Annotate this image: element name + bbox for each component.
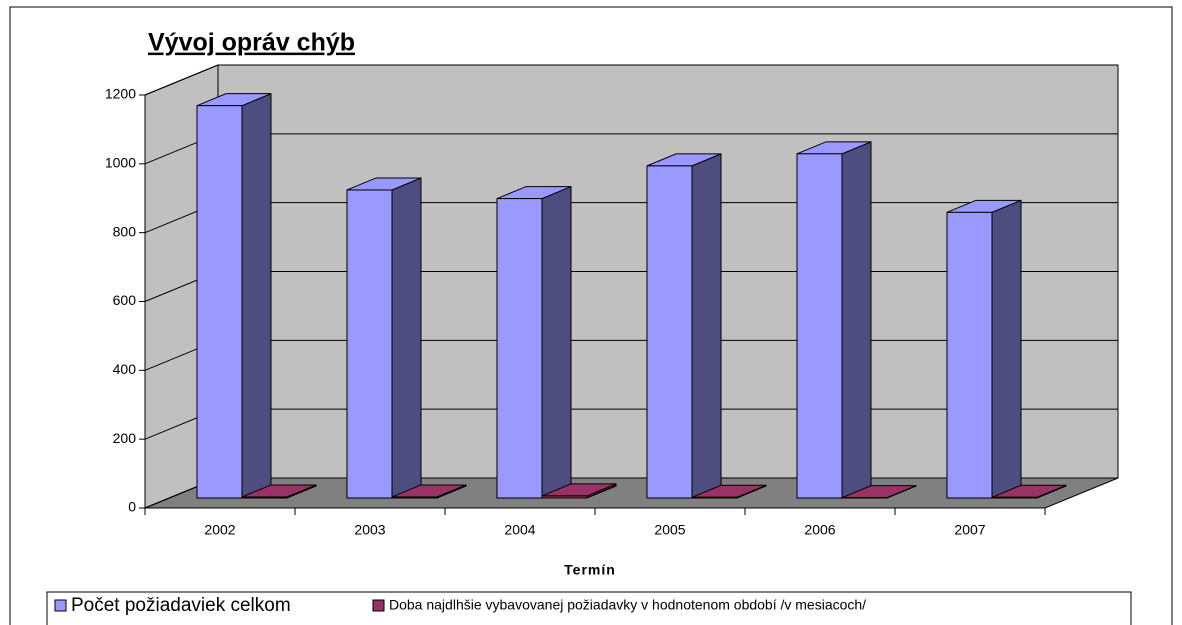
bar <box>196 105 243 499</box>
legend-label: Počet požiadaviek celkom <box>71 595 291 616</box>
bar <box>346 189 393 499</box>
bar <box>241 496 288 499</box>
y-tick-label: 800 <box>113 223 137 239</box>
bar <box>541 495 588 499</box>
bar-side <box>541 185 572 499</box>
legend-swatch <box>54 599 67 612</box>
y-tick-label: 600 <box>113 292 137 308</box>
bar <box>796 153 843 499</box>
bar <box>496 198 543 499</box>
y-tick-label: 1200 <box>105 86 136 102</box>
bar-side <box>241 92 272 499</box>
legend <box>46 591 1132 625</box>
x-tick-label: 2007 <box>954 522 985 538</box>
chart-frame <box>9 6 1173 625</box>
chart-title: Vývoj opráv chýb <box>148 29 355 57</box>
y-tick-label: 200 <box>113 430 137 446</box>
bar <box>691 496 738 499</box>
bar-side <box>841 141 872 499</box>
x-tick-label: 2006 <box>804 522 835 538</box>
x-axis-title: Termín <box>564 562 616 578</box>
bar-side <box>391 177 422 499</box>
bar <box>646 165 693 499</box>
x-tick-label: 2004 <box>504 522 535 538</box>
y-tick-label: 0 <box>128 499 136 515</box>
bar-side <box>691 153 722 499</box>
x-tick-label: 2005 <box>654 522 685 538</box>
bar <box>991 496 1038 499</box>
legend-label: Doba najdlhšie vybavovanej požiadavky v … <box>389 597 866 613</box>
x-tick-label: 2003 <box>354 522 385 538</box>
bar <box>391 496 438 499</box>
x-tick-label: 2002 <box>204 522 235 538</box>
legend-swatch <box>372 599 385 612</box>
bar <box>946 211 993 499</box>
y-tick-label: 400 <box>113 361 137 377</box>
bar-side <box>991 199 1022 499</box>
grid-line <box>144 64 1118 96</box>
y-tick-label: 1000 <box>105 155 136 171</box>
